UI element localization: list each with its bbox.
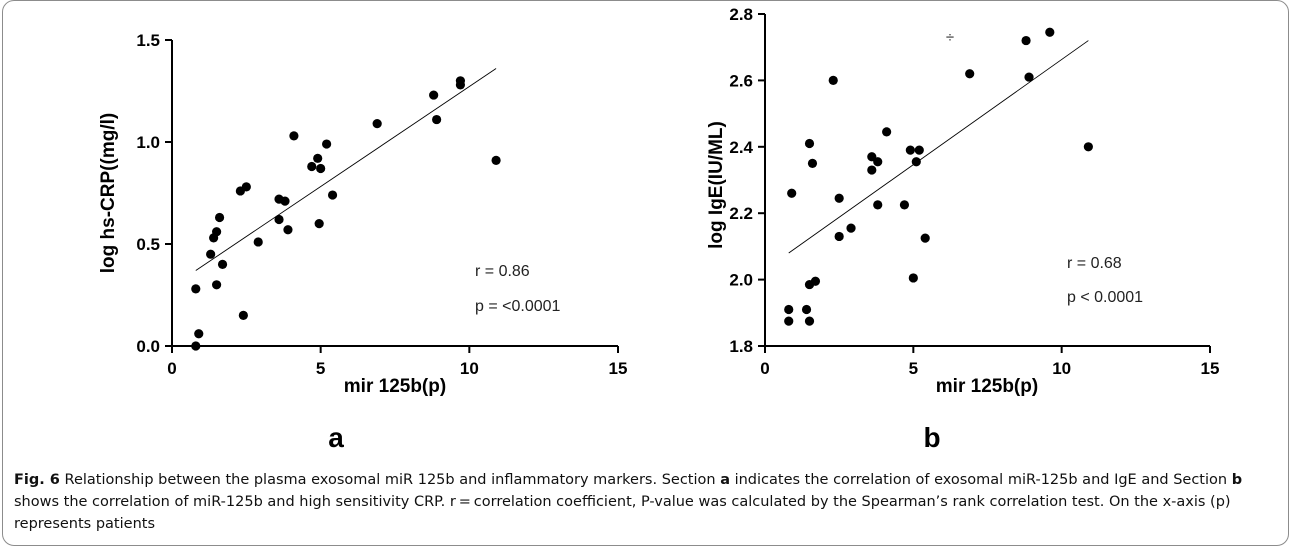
panel-a-data-point (316, 163, 326, 174)
panel-a-y-axis-label: log hs-CRP((mg/l) (98, 113, 119, 273)
panel-a-y-tick-label: 0.5 (136, 235, 160, 254)
panel-a-data-point (289, 131, 299, 141)
panel-a-data-point (314, 219, 324, 229)
panel-a-x-tick-label: 10 (460, 359, 479, 378)
panel-b-data-point (908, 273, 918, 283)
panel-a-x-tick-label: 15 (609, 359, 628, 378)
panel-b-data-point (828, 75, 838, 85)
panel-b-data-point (804, 316, 815, 326)
panel-a-data-point (283, 225, 293, 235)
panel-b-data-point (920, 233, 930, 243)
panel-b-data-point (899, 200, 910, 210)
panel-a-data-point (429, 90, 439, 100)
panel-b-x-tick-label: 5 (909, 359, 918, 378)
panel-a-data-point (214, 212, 225, 223)
panel-b-y-tick-label: 2.4 (729, 138, 753, 157)
panel-b-x-tick-label: 0 (760, 359, 769, 378)
panel-b-data-point (905, 145, 915, 155)
panel-b-data-point (784, 316, 794, 326)
panel-b-data-point (801, 304, 812, 315)
panel-a-data-point (238, 310, 248, 320)
panel-b-data-point (846, 223, 856, 233)
panel-a-r-annotation: r = 0.86 (475, 263, 530, 280)
caption-text-2: indicates the correlation of exosomal mi… (729, 472, 1232, 488)
panel-b: 1.8 2.0 2.2 2.4 2.6 2.8 0 5 10 15 mir 125b(p) lo… (706, 5, 1219, 453)
figure-svg: 0.0 0.5 1.0 1.5 0 5 10 15 mir 125b(p) log hs-C… (98, 5, 1219, 453)
panel-b-data-point (882, 127, 892, 137)
panel-a-data-point (206, 249, 216, 259)
panel-b-data-point (1021, 35, 1031, 46)
caption-bold-a: a (720, 472, 730, 488)
panel-a-data-point (307, 161, 317, 172)
panel-b-data-point (1024, 72, 1034, 82)
panel-a-data-point (491, 155, 501, 165)
panel-b-data-point (873, 157, 883, 167)
panel-a-data-point (253, 237, 263, 247)
panel-b-data-point (965, 69, 975, 79)
panel-b-data-point (873, 200, 883, 210)
panel-a-label: a (328, 422, 344, 453)
panel-a-y-tick-label: 0.0 (136, 337, 160, 356)
panel-b-data-point (834, 231, 844, 242)
panel-b-r-annotation: r = 0.68 (1067, 255, 1122, 272)
panel-b-y-axis-label: log IgE(IU/ML) (706, 121, 727, 249)
panel-a-data-point (212, 227, 222, 237)
caption-text-1: Relationship between the plasma exosomal… (59, 472, 721, 488)
panel-b-y-tick-label: 2.0 (729, 271, 753, 290)
panel-b-y-tick-label: 2.8 (729, 5, 753, 24)
panel-b-data-point (810, 276, 821, 286)
panel-b-x-axis-label: mir 125b(p) (936, 376, 1038, 397)
panel-b-data-point (834, 193, 844, 203)
figure-caption: Fig. 6 Relationship between the plasma e… (14, 469, 1279, 535)
panel-a: 0.0 0.5 1.0 1.5 0 5 10 15 mir 125b(p) log hs-C… (98, 31, 627, 453)
panel-a-data-point (212, 280, 222, 290)
panel-b-data-point (867, 165, 877, 175)
panel-a-data-point (191, 284, 201, 294)
panel-b-data-point (804, 138, 815, 149)
panel-b-data-point (787, 188, 797, 198)
panel-a-data-point (327, 190, 338, 200)
panel-b-stray-mark: ÷ (946, 29, 954, 46)
panel-a-data-point (432, 114, 442, 125)
caption-figure-label: Fig. 6 (14, 472, 60, 488)
panel-a-data-point (274, 214, 284, 225)
panel-b-x-tick-label: 15 (1201, 359, 1220, 378)
panel-a-y-tick-label: 1.5 (136, 31, 160, 50)
panel-a-data-point (372, 119, 382, 129)
panel-b-x-tick-label: 10 (1052, 359, 1071, 378)
panel-b-p-annotation: p < 0.0001 (1067, 289, 1143, 306)
panel-a-data-point (455, 76, 466, 86)
panel-b-data-point (1045, 27, 1055, 37)
panel-a-y-tick-label: 1.0 (136, 133, 160, 152)
panel-b-y-tick-label: 2.2 (729, 204, 753, 223)
panel-a-data-point (194, 329, 204, 339)
panel-b-label: b (923, 422, 940, 453)
panel-a-data-point (191, 341, 201, 351)
panel-a-fit-line (195, 68, 497, 271)
panel-a-data-point (322, 139, 332, 149)
panel-a-data-point (241, 182, 251, 192)
panel-b-data-point (784, 304, 794, 315)
panel-b-fit-line (788, 40, 1089, 254)
panel-b-y-tick-label: 1.8 (729, 337, 753, 356)
panel-a-x-axis-label: mir 125b(p) (344, 376, 446, 397)
panel-a-data-point (217, 259, 228, 269)
panel-a-x-tick-label: 0 (167, 359, 176, 378)
panel-a-p-annotation: p = <0.0001 (475, 298, 561, 315)
panel-a-x-tick-label: 5 (316, 359, 325, 378)
caption-bold-b: b (1231, 472, 1243, 488)
panel-a-data-point (313, 153, 323, 163)
caption-text-3: shows the correlation of miR-125b and hi… (14, 494, 1231, 532)
panel-b-y-tick-label: 2.6 (729, 71, 753, 90)
panel-a-data-point (280, 196, 290, 206)
panel-b-data-point (807, 158, 818, 168)
panel-b-data-point (914, 145, 924, 155)
panel-b-data-point (1083, 142, 1093, 152)
